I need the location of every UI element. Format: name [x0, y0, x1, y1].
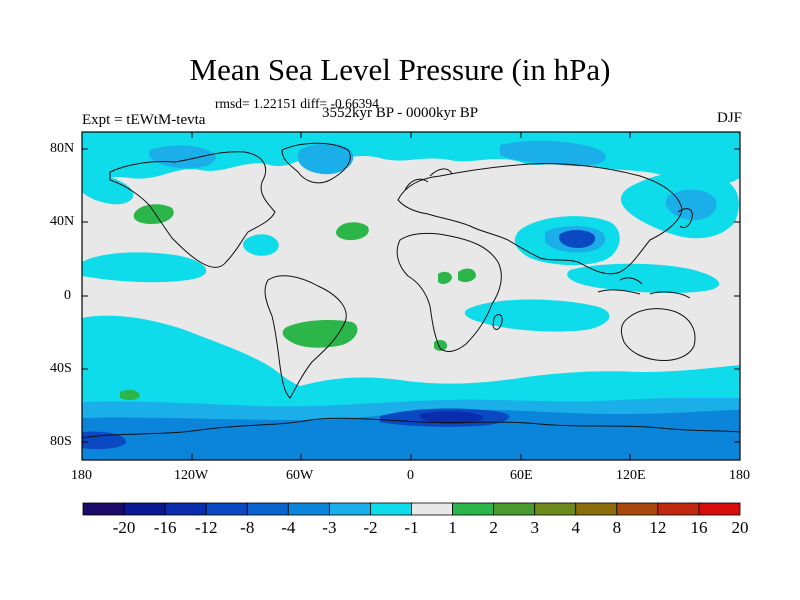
colorbar-swatch [328, 502, 371, 516]
colorbar-label: -20 [112, 518, 136, 537]
north-pacific-subtropical-low [82, 252, 207, 283]
stats-label: rmsd= 1.22151 diff= -0.66394 [215, 96, 379, 111]
south-america-high [282, 320, 358, 348]
north-atlantic-high [336, 222, 369, 241]
x-tick-label: 60W [286, 468, 314, 483]
colorbar-swatch [205, 502, 248, 516]
period-label: 3552kyr BP - 0000kyr BP [322, 105, 479, 121]
antarctic-core-low [419, 411, 484, 424]
west-africa-high [438, 271, 452, 285]
colorbar-label: 20 [731, 518, 749, 537]
colorbar-swatch [123, 502, 166, 516]
colorbar-swatch [616, 502, 659, 516]
y-tick-label: 80S [50, 434, 72, 449]
y-tick-label: 40S [50, 361, 72, 376]
x-tick-label: 120E [616, 468, 646, 483]
colorbar-label: 3 [530, 518, 539, 537]
colorbar-label: 12 [649, 518, 667, 537]
colorbar-label: -8 [240, 518, 255, 537]
ross-sea-low [82, 431, 126, 450]
x-tick-label: 180 [71, 468, 92, 483]
experiment-label: Expt = tEWtM-tevta [82, 112, 206, 128]
y-tick-label: 40N [50, 214, 75, 229]
colorbar-swatch [493, 502, 536, 516]
colorbar-label: -16 [153, 518, 177, 537]
africa-coast [396, 232, 502, 352]
colorbar-label: -4 [281, 518, 296, 537]
madagascar-coast [492, 314, 503, 330]
colorbar-swatch [82, 502, 125, 516]
x-tick-label: 60E [510, 468, 533, 483]
colorbar-swatch [452, 502, 495, 516]
colorbar-label: 1 [448, 518, 457, 537]
australia-coast [620, 308, 696, 361]
antarctic-low [82, 409, 740, 460]
indian-ocean-low [464, 299, 610, 332]
colorbar-label: -12 [194, 518, 218, 537]
y-tick-label: 0 [64, 288, 71, 303]
greenland-low [297, 143, 354, 175]
colorbar-swatch [575, 502, 618, 516]
maritime-continent-coast [597, 277, 691, 299]
coastlines [82, 142, 740, 439]
asia-plateau-low-core [559, 229, 596, 248]
northern-europe-coast [404, 168, 453, 191]
colorbar-label: 16 [690, 518, 708, 537]
y-axis-ticks [82, 148, 740, 443]
colorbar-swatch [164, 502, 207, 516]
arctic-deep-low [149, 145, 216, 169]
eurasia-coast [397, 163, 683, 275]
greenland-coast [281, 142, 351, 184]
colorbar-swatch [698, 502, 741, 516]
y-tick-label: 80N [50, 141, 75, 156]
north-pacific-low [82, 174, 134, 205]
siberia-low [500, 140, 606, 167]
colorbar-label: -1 [404, 518, 419, 537]
south-america-coast [264, 275, 347, 399]
west-atlantic-low [243, 234, 279, 256]
colorbar-swatch [287, 502, 330, 516]
east-africa-high [458, 268, 476, 283]
colorbar-label: 2 [489, 518, 498, 537]
colorbar-swatch [534, 502, 577, 516]
x-tick-label: 0 [407, 468, 414, 483]
colorbar-label: -2 [363, 518, 378, 537]
south-africa-high [434, 339, 448, 351]
colorbar-swatch [657, 502, 700, 516]
colorbar-swatch [370, 502, 412, 516]
north-america-coast [109, 151, 276, 268]
colorbar [82, 502, 741, 516]
tropical-west-pacific-low [567, 263, 720, 294]
season-label: DJF [716, 110, 742, 126]
north-pacific-high [133, 204, 174, 224]
colorbar-swatch [411, 502, 453, 516]
colorbar-label: -3 [322, 518, 337, 537]
southern-ocean-high [120, 389, 140, 401]
x-axis-ticks [191, 132, 631, 460]
east-asia-pacific-low-core [665, 189, 717, 221]
x-tick-label: 120W [174, 468, 209, 483]
japan-coast [677, 208, 693, 229]
x-tick-label: 180 [729, 468, 750, 483]
colorbar-label: 4 [571, 518, 581, 537]
colorbar-swatch [246, 502, 289, 516]
chart-title: Mean Sea Level Pressure (in hPa) [189, 52, 611, 87]
antarctica-coast [82, 417, 740, 439]
pressure-anomaly-field [82, 132, 740, 460]
colorbar-label: 8 [612, 518, 622, 537]
